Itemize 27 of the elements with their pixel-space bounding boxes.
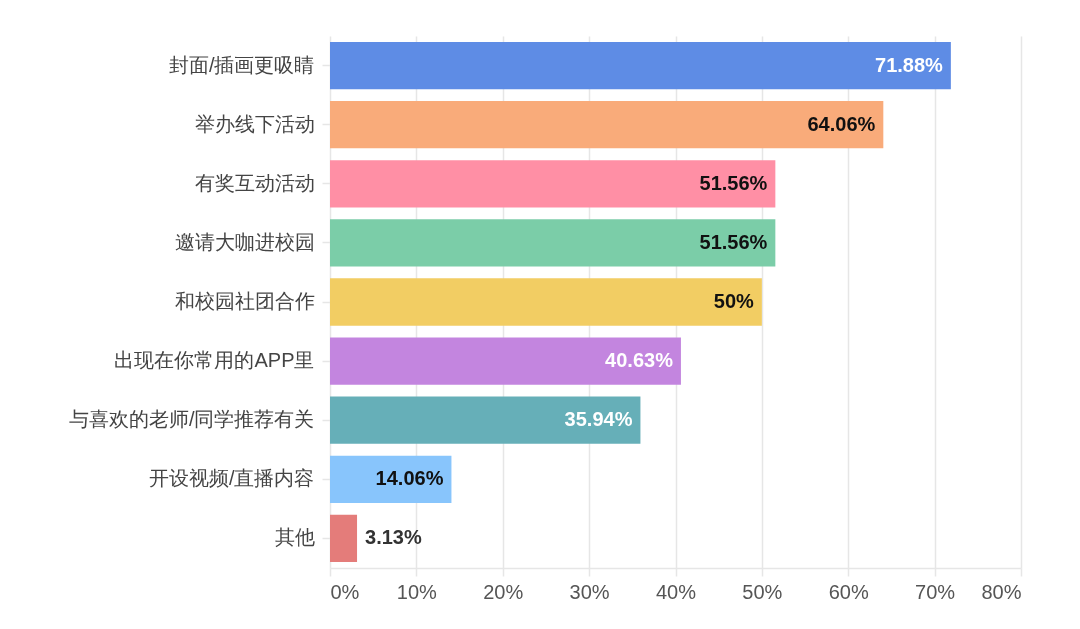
data-label: 64.06% xyxy=(807,112,876,135)
x-tick-label: 70% xyxy=(915,580,956,603)
x-tick-label: 60% xyxy=(828,580,869,603)
y-tick-label: 和校园社团合作 xyxy=(174,290,315,312)
data-label: 14.06% xyxy=(375,467,444,490)
data-label: 35.94% xyxy=(564,408,633,431)
data-label: 51.56% xyxy=(699,171,768,194)
data-label: 71.88% xyxy=(875,53,944,76)
y-tick-label: 举办线下活动 xyxy=(194,112,315,135)
y-tick-label: 出现在你常用的APP里 xyxy=(114,349,315,372)
y-tick-label: 邀请大咖进校园 xyxy=(174,230,315,253)
x-tick-label: 80% xyxy=(981,580,1022,603)
y-tick-label: 开设视频/直播内容 xyxy=(148,467,315,490)
data-label: 50% xyxy=(713,290,755,312)
y-tick-label: 与喜欢的老师/同学推荐有关 xyxy=(68,408,315,431)
y-tick-label: 封面/插画更吸睛 xyxy=(168,53,315,76)
x-tick-label: 0% xyxy=(330,580,360,603)
data-label: 3.13% xyxy=(365,526,422,549)
data-label: 51.56% xyxy=(699,230,768,253)
y-tick-label: 有奖互动活动 xyxy=(194,171,315,194)
x-tick-label: 20% xyxy=(483,580,524,603)
x-tick-label: 30% xyxy=(569,580,610,603)
x-tick-label: 40% xyxy=(655,580,697,603)
data-label: 40.63% xyxy=(605,349,674,372)
y-tick-label: 其他 xyxy=(274,526,315,549)
x-tick-label: 10% xyxy=(396,580,438,603)
x-tick-label: 50% xyxy=(742,580,783,603)
